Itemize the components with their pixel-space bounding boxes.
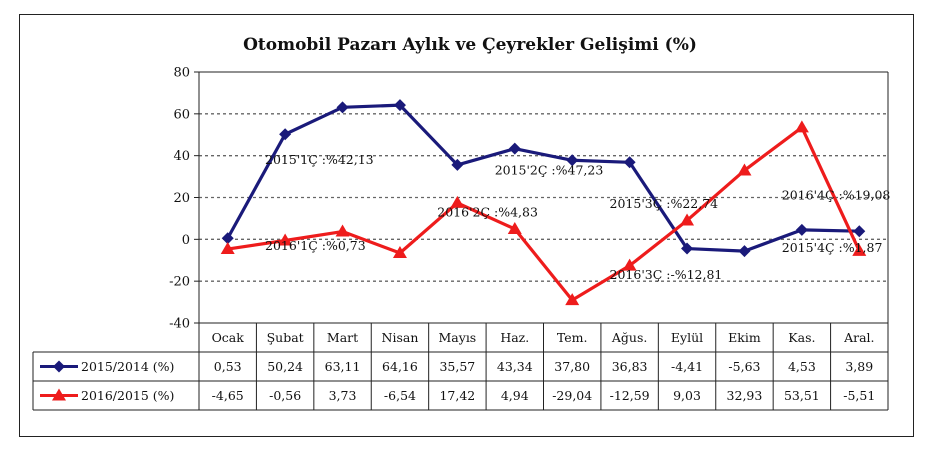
data-point-diamond xyxy=(336,101,349,114)
data-point-diamond xyxy=(681,242,694,255)
legend-key-marker xyxy=(53,360,65,373)
x-category-label: Eylül xyxy=(671,330,703,345)
data-point-diamond xyxy=(795,223,808,236)
x-category-label: Mart xyxy=(327,330,358,345)
table-value-cell: 35,57 xyxy=(439,359,475,374)
x-category-label: Ocak xyxy=(212,330,245,345)
data-point-triangle xyxy=(852,243,867,256)
x-category-label: Mayıs xyxy=(439,330,477,345)
table-value-cell: -6,54 xyxy=(384,388,416,403)
table-value-cell: 50,24 xyxy=(267,359,303,374)
table-value-cell: -12,59 xyxy=(610,388,650,403)
y-tick-label: 40 xyxy=(173,149,190,164)
table-value-cell: -29,04 xyxy=(552,388,592,403)
data-point-diamond xyxy=(451,158,464,171)
quarter-annotation: 2016'2Ç :%4,83 xyxy=(437,204,538,219)
table-value-cell: 53,51 xyxy=(784,388,820,403)
series-line xyxy=(226,103,860,253)
x-category-label: Kas. xyxy=(788,330,815,345)
quarter-annotation: 2016'3Ç :-%12,81 xyxy=(610,267,723,282)
quarter-annotation: 2015'1Ç :%42,13 xyxy=(265,152,374,167)
table-value-cell: 36,83 xyxy=(612,359,648,374)
series-line xyxy=(227,125,861,302)
x-category-label: Şubat xyxy=(267,330,304,345)
data-point-triangle xyxy=(794,120,809,133)
quarter-annotation: 2016'4Ç :%19,08 xyxy=(782,188,891,203)
table-value-cell: 37,80 xyxy=(554,359,590,374)
y-tick-label: 0 xyxy=(182,233,190,248)
data-point-triangle xyxy=(737,163,752,176)
table-value-cell: 64,16 xyxy=(382,359,418,374)
table-value-cell: 4,53 xyxy=(788,359,816,374)
x-category-label: Ağus. xyxy=(611,330,647,345)
x-category-label: Haz. xyxy=(500,330,529,345)
data-point-triangle xyxy=(278,233,293,246)
data-point-diamond xyxy=(393,99,406,112)
legend-series-name: 2016/2015 (%) xyxy=(81,388,174,403)
data-point-diamond xyxy=(566,154,579,167)
data-point-triangle xyxy=(392,246,407,259)
table-value-cell: 17,42 xyxy=(439,388,475,403)
table-value-cell: 4,94 xyxy=(501,388,529,403)
data-point-triangle xyxy=(622,258,637,271)
legend-key-marker xyxy=(52,388,66,401)
table-value-cell: -5,51 xyxy=(843,388,875,403)
data-point-triangle xyxy=(507,222,522,235)
legend-series-name: 2015/2014 (%) xyxy=(81,359,174,374)
table-value-cell: 3,73 xyxy=(329,388,357,403)
data-point-diamond xyxy=(508,142,521,155)
table-value-cell: 32,93 xyxy=(727,388,763,403)
data-point-triangle xyxy=(680,213,695,226)
data-point-diamond xyxy=(221,232,234,245)
data-point-diamond xyxy=(623,156,636,169)
data-point-triangle xyxy=(220,242,235,255)
table-value-cell: 9,03 xyxy=(673,388,701,403)
y-tick-label: -20 xyxy=(169,275,190,290)
y-tick-label: 80 xyxy=(173,66,190,81)
quarter-annotation: 2016'1Ç :%0,73 xyxy=(265,238,366,253)
y-tick-label: 20 xyxy=(173,191,190,206)
data-point-triangle xyxy=(335,224,350,237)
table-value-cell: -5,63 xyxy=(728,359,760,374)
quarter-annotation: 2015'4Ç :%1,87 xyxy=(782,240,883,255)
y-tick-label: -40 xyxy=(169,317,190,332)
chart-frame xyxy=(19,14,914,437)
data-point-triangle xyxy=(565,293,580,306)
data-point-triangle xyxy=(450,195,465,208)
table-value-cell: 43,34 xyxy=(497,359,533,374)
x-category-label: Ekim xyxy=(728,330,761,345)
data-point-diamond xyxy=(279,128,292,141)
quarter-annotation: 2015'2Ç :%47,23 xyxy=(495,162,604,177)
table-value-cell: -0,56 xyxy=(269,388,301,403)
data-point-diamond xyxy=(853,225,866,238)
y-tick-label: 60 xyxy=(173,107,190,122)
x-category-label: Tem. xyxy=(557,330,588,345)
table-value-cell: 63,11 xyxy=(325,359,361,374)
table-value-cell: 0,53 xyxy=(214,359,242,374)
table-value-cell: 3,89 xyxy=(845,359,873,374)
data-point-diamond xyxy=(738,245,751,258)
x-category-label: Nisan xyxy=(382,330,419,345)
table-value-cell: -4,65 xyxy=(212,388,244,403)
table-value-cell: -4,41 xyxy=(671,359,703,374)
x-category-label: Aral. xyxy=(843,330,874,345)
quarter-annotation: 2015'3Ç :%22,74 xyxy=(610,196,719,211)
chart-title: Otomobil Pazarı Aylık ve Çeyrekler Geliş… xyxy=(243,35,697,55)
